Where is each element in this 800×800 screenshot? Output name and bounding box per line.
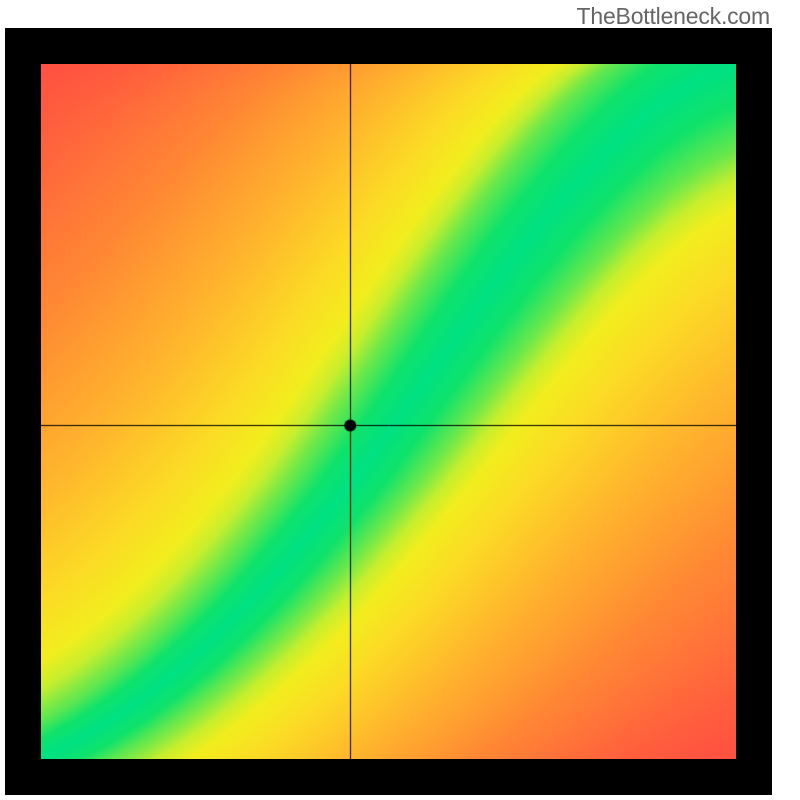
bottleneck-heatmap bbox=[41, 64, 736, 759]
chart-frame: TheBottleneck.com bbox=[0, 0, 800, 800]
watermark-text: TheBottleneck.com bbox=[577, 3, 770, 30]
plot-border bbox=[5, 28, 772, 795]
